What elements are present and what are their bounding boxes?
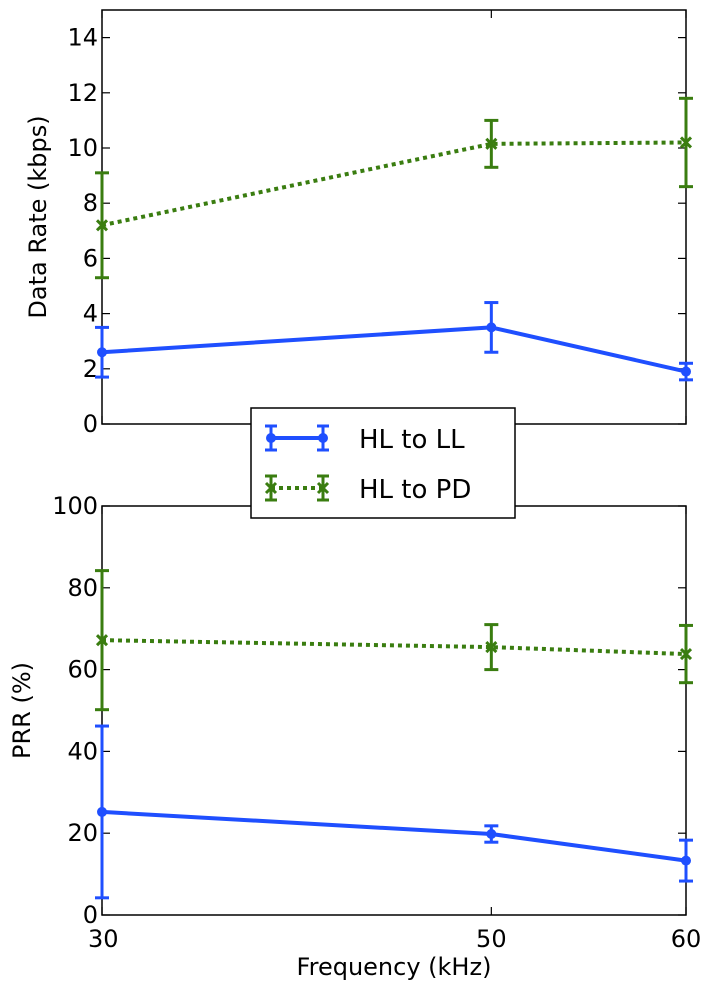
data-point <box>486 322 497 333</box>
data-point <box>485 137 498 150</box>
legend-label: HL to LL <box>359 425 465 455</box>
data-point <box>485 641 498 654</box>
y-tick-label: 2 <box>83 355 98 383</box>
data-point <box>679 136 693 149</box>
series-line <box>101 325 687 374</box>
y-axis-label: PRR (%) <box>8 662 36 759</box>
y-tick-label: 4 <box>83 300 98 328</box>
y-tick-label: 12 <box>67 79 98 107</box>
data-point <box>486 829 497 840</box>
data-point <box>681 366 691 377</box>
prr-panel: 0 20 40 60 80 100 30 50 60 PRR (%) Frequency (kHz) <box>8 492 701 981</box>
legend: HL to LL HL to PD <box>250 407 516 519</box>
legend-label: HL to PD <box>359 475 471 505</box>
data-point <box>95 219 109 232</box>
data-point <box>97 806 107 817</box>
y-tick-label: 14 <box>67 24 98 52</box>
y-tick-label: 20 <box>67 819 98 847</box>
series-line <box>101 809 687 863</box>
data-point <box>95 634 109 647</box>
x-axis-label: Frequency (kHz) <box>297 953 492 981</box>
series-line <box>101 638 687 657</box>
legend-marker <box>266 433 276 443</box>
y-tick-label: 0 <box>83 901 98 929</box>
y-tick-label: 80 <box>67 574 98 602</box>
y-tick-label: 100 <box>52 492 98 520</box>
x-tick-label: 30 <box>88 925 119 953</box>
plot-frame <box>101 9 687 425</box>
y-tick-label: 6 <box>83 244 98 272</box>
plot-frame <box>101 505 687 916</box>
legend-marker <box>316 481 330 495</box>
data-point <box>97 347 107 358</box>
x-tick-label: 60 <box>671 925 702 953</box>
legend-marker <box>264 481 278 495</box>
data-point <box>679 647 693 661</box>
data-rate-panel: 0 2 4 6 8 10 12 14 Data Rate (kbps) <box>24 9 693 438</box>
y-tick-label: 0 <box>83 410 98 438</box>
y-tick-label: 10 <box>67 134 98 162</box>
y-tick-label: 40 <box>67 737 98 765</box>
data-point <box>681 855 691 866</box>
y-tick-label: 60 <box>67 656 98 684</box>
x-tick-label: 50 <box>476 925 507 953</box>
y-axis-label: Data Rate (kbps) <box>24 115 52 318</box>
legend-box <box>250 407 516 519</box>
series-line <box>101 140 687 228</box>
y-tick-label: 8 <box>83 189 98 217</box>
legend-marker <box>318 433 328 443</box>
